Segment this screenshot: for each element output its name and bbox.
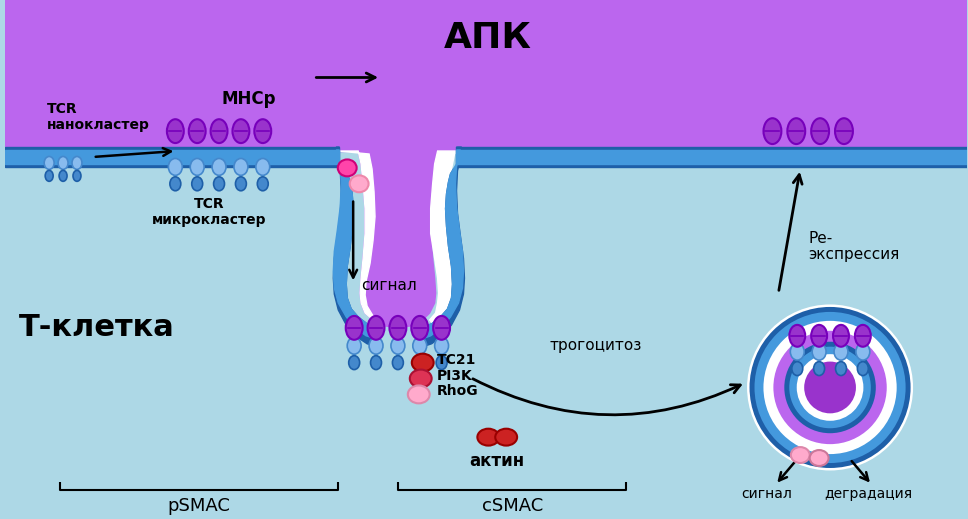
Ellipse shape: [791, 447, 809, 463]
Ellipse shape: [750, 308, 910, 467]
Ellipse shape: [257, 177, 268, 191]
Ellipse shape: [169, 177, 181, 191]
Ellipse shape: [856, 343, 870, 360]
Ellipse shape: [834, 343, 848, 360]
Ellipse shape: [234, 158, 248, 175]
Ellipse shape: [437, 356, 447, 370]
Ellipse shape: [235, 177, 247, 191]
Ellipse shape: [59, 170, 67, 181]
Ellipse shape: [391, 337, 405, 354]
Text: TCR
нанокластер: TCR нанокластер: [47, 102, 150, 132]
Text: трогоцитоз: трогоцитоз: [550, 338, 642, 353]
Ellipse shape: [371, 356, 381, 370]
Ellipse shape: [764, 118, 781, 144]
Ellipse shape: [435, 337, 448, 354]
Ellipse shape: [756, 313, 904, 462]
Text: TCR
микрокластер: TCR микрокластер: [152, 197, 266, 227]
Text: АПК: АПК: [443, 21, 531, 54]
Ellipse shape: [211, 119, 227, 143]
Text: Ре-
экспрессия: Ре- экспрессия: [808, 231, 899, 262]
Ellipse shape: [72, 156, 82, 169]
Ellipse shape: [189, 119, 205, 143]
Ellipse shape: [45, 156, 54, 169]
Polygon shape: [333, 147, 379, 348]
Ellipse shape: [477, 429, 499, 446]
Text: TC21: TC21: [437, 352, 476, 366]
Ellipse shape: [412, 337, 427, 354]
Ellipse shape: [496, 429, 517, 446]
Ellipse shape: [73, 170, 81, 181]
Ellipse shape: [256, 158, 270, 175]
Ellipse shape: [798, 355, 862, 420]
Ellipse shape: [212, 158, 226, 175]
Ellipse shape: [346, 316, 363, 340]
Bar: [457, 150, 967, 164]
Ellipse shape: [858, 362, 868, 376]
Polygon shape: [420, 150, 464, 340]
Polygon shape: [333, 150, 379, 340]
Ellipse shape: [835, 118, 853, 144]
Ellipse shape: [368, 316, 384, 340]
Ellipse shape: [790, 343, 804, 360]
Ellipse shape: [349, 175, 369, 192]
Ellipse shape: [790, 348, 870, 427]
Polygon shape: [338, 151, 385, 326]
Bar: [6, 0, 967, 151]
Ellipse shape: [774, 332, 886, 443]
Text: деградация: деградация: [824, 487, 912, 501]
Text: cSMAC: cSMAC: [481, 497, 543, 515]
Text: сигнал: сигнал: [361, 278, 417, 293]
Bar: [6, 150, 339, 164]
Ellipse shape: [389, 316, 407, 340]
Ellipse shape: [792, 362, 802, 376]
Bar: [6, 147, 339, 167]
Ellipse shape: [811, 325, 827, 347]
Ellipse shape: [192, 177, 202, 191]
Ellipse shape: [765, 322, 895, 453]
Text: pSMAC: pSMAC: [167, 497, 230, 515]
Ellipse shape: [392, 356, 404, 370]
Ellipse shape: [191, 158, 204, 175]
Text: Т-клетка: Т-клетка: [19, 313, 175, 343]
Bar: [457, 147, 967, 167]
Text: сигнал: сигнал: [741, 487, 792, 501]
Ellipse shape: [789, 325, 805, 347]
Ellipse shape: [855, 325, 871, 347]
Ellipse shape: [409, 370, 432, 388]
Ellipse shape: [408, 386, 430, 403]
Ellipse shape: [811, 118, 829, 144]
Text: PI3K: PI3K: [437, 368, 472, 383]
Text: RhoG: RhoG: [437, 385, 478, 399]
Polygon shape: [420, 147, 465, 348]
Ellipse shape: [232, 119, 250, 143]
Ellipse shape: [833, 325, 849, 347]
Ellipse shape: [411, 353, 434, 372]
Text: актин: актин: [469, 452, 525, 470]
Ellipse shape: [168, 158, 182, 175]
Ellipse shape: [369, 337, 383, 354]
Ellipse shape: [166, 119, 184, 143]
Ellipse shape: [214, 177, 225, 191]
Ellipse shape: [255, 119, 271, 143]
Ellipse shape: [58, 156, 68, 169]
Ellipse shape: [414, 356, 425, 370]
Text: МНСр: МНСр: [222, 90, 276, 108]
Ellipse shape: [814, 362, 825, 376]
Ellipse shape: [805, 363, 855, 412]
Ellipse shape: [835, 362, 846, 376]
Ellipse shape: [348, 356, 360, 370]
Ellipse shape: [812, 343, 826, 360]
Ellipse shape: [787, 118, 805, 144]
Polygon shape: [430, 151, 459, 326]
Ellipse shape: [45, 170, 53, 181]
Ellipse shape: [748, 306, 912, 469]
Ellipse shape: [348, 337, 361, 354]
Polygon shape: [358, 151, 438, 328]
Ellipse shape: [809, 450, 829, 466]
Ellipse shape: [785, 343, 875, 432]
Ellipse shape: [411, 316, 428, 340]
Ellipse shape: [433, 316, 450, 340]
Ellipse shape: [338, 159, 356, 176]
